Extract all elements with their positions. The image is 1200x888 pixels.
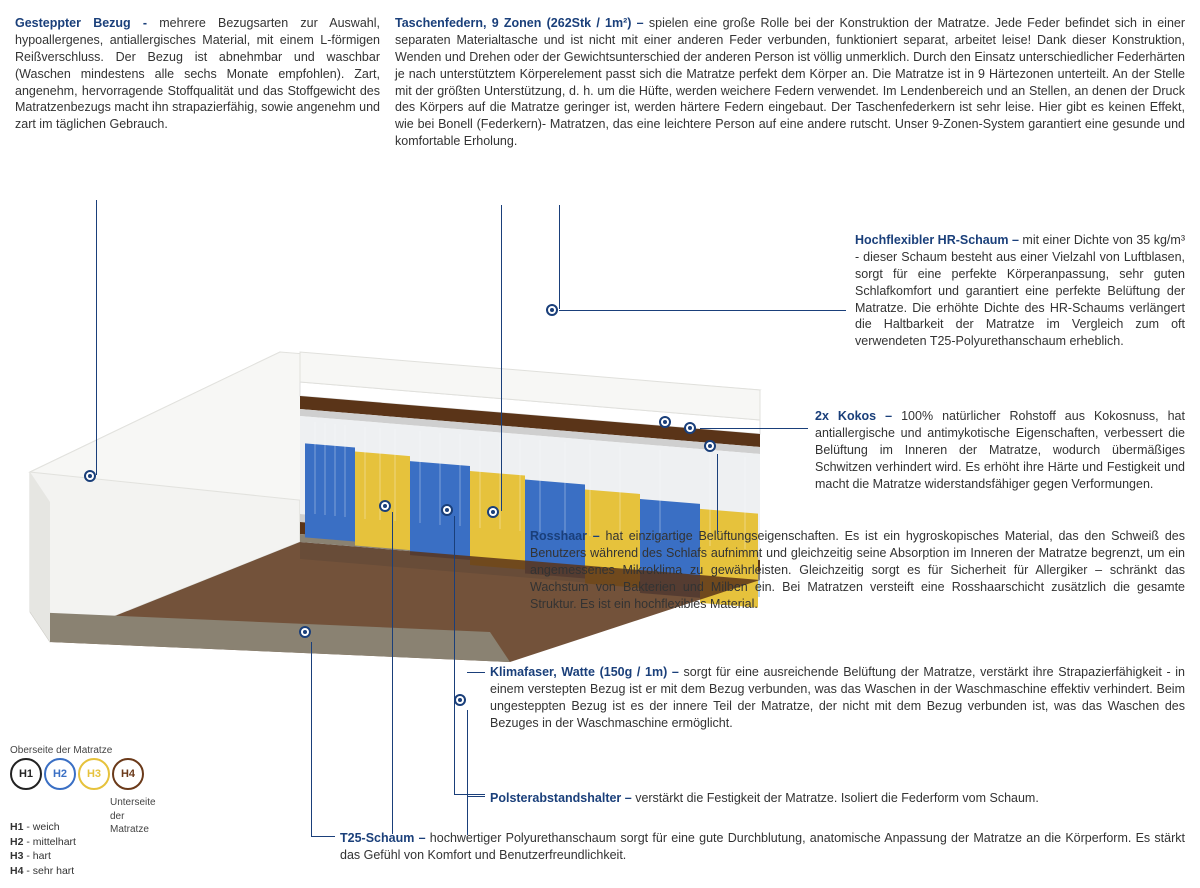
body-bezug: mehrere Bezugsarten zur Auswahl, hypoall… [15,16,380,131]
body-federn: spielen eine große Rolle bei der Konstru… [395,16,1185,148]
marker-federn [487,506,499,518]
firmness-circle-h2: H2 [44,758,76,790]
firmness-row-h2: H2 - mittelhart [10,835,76,850]
marker-kokos1 [659,416,671,428]
marker-t25-top [379,500,391,512]
title-polster: Polsterabstandshalter – [490,791,632,805]
title-rosshaar: Rosshaar – [530,529,600,543]
leader-line [501,205,502,511]
leader-line [467,710,468,835]
leader-line [467,796,485,797]
leader-line [311,836,335,837]
body-polster: verstärkt die Festigkeit der Matratze. I… [632,791,1039,805]
leader-line [454,516,455,794]
firmness-circle-h3: H3 [78,758,110,790]
firmness-circle-legend: Oberseite der Matratze H1H2H3H4 Untersei… [10,758,144,790]
section-bezug: Gesteppter Bezug - mehrere Bezugsarten z… [15,15,380,133]
marker-polster [441,504,453,516]
body-t25: hochwertiger Polyurethanschaum sorgt für… [340,831,1185,862]
title-bezug: Gesteppter Bezug - [15,16,147,30]
section-hrschaum: Hochflexibler HR-Schaum – mit einer Dich… [855,232,1185,350]
body-hrschaum: mit einer Dichte von 35 kg/m³ - dieser S… [855,233,1185,348]
legend-top-label: Oberseite der Matratze [10,744,112,758]
leader-line [700,428,808,429]
firmness-circle-h4: H4 [112,758,144,790]
title-federn: Taschenfedern, 9 Zonen (262Stk / 1m²) – [395,16,644,30]
leader-line [96,200,97,475]
marker-kokos2 [684,422,696,434]
marker-t25 [299,626,311,638]
firmness-row-h3: H3 - hart [10,849,76,864]
section-kokos: 2x Kokos – 100% natürlicher Rohstoff aus… [815,408,1185,492]
firmness-row-h4: H4 - sehr hart [10,864,76,879]
firmness-circle-h1: H1 [10,758,42,790]
section-rosshaar: Rosshaar – hat einzigartige Belüftungsei… [530,528,1185,612]
marker-bezug [84,470,96,482]
firmness-row-h1: H1 - weich [10,820,76,835]
body-rosshaar: hat einzigartige Belüftungseigenschaften… [530,529,1185,611]
leader-line [454,794,485,795]
leader-line [311,642,312,837]
marker-klima [454,694,466,706]
section-polster: Polsterabstandshalter – verstärkt die Fe… [490,790,1185,807]
marker-rosshaar [704,440,716,452]
leader-line [559,205,560,309]
section-klima: Klimafaser, Watte (150g / 1m) – sorgt fü… [490,664,1185,732]
section-t25: T25-Schaum – hochwertiger Polyurethansch… [340,830,1185,864]
firmness-text-legend: H1 - weichH2 - mittelhartH3 - hartH4 - s… [10,820,76,879]
title-hrschaum: Hochflexibler HR-Schaum – [855,233,1019,247]
leader-line [717,454,718,534]
title-t25: T25-Schaum – [340,831,426,845]
title-kokos: 2x Kokos – [815,409,892,423]
leader-line [559,310,846,311]
title-klima: Klimafaser, Watte (150g / 1m) – [490,665,679,679]
leader-line [392,512,393,834]
marker-hrschaum [546,304,558,316]
legend-bottom-label: Unterseite der Matratze [110,796,156,837]
section-federn: Taschenfedern, 9 Zonen (262Stk / 1m²) – … [395,15,1185,150]
leader-line [467,672,485,673]
